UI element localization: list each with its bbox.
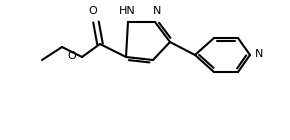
Text: HN: HN [119,6,135,16]
Text: N: N [153,6,161,16]
Text: O: O [67,51,76,61]
Text: O: O [89,6,97,16]
Text: N: N [255,49,263,59]
